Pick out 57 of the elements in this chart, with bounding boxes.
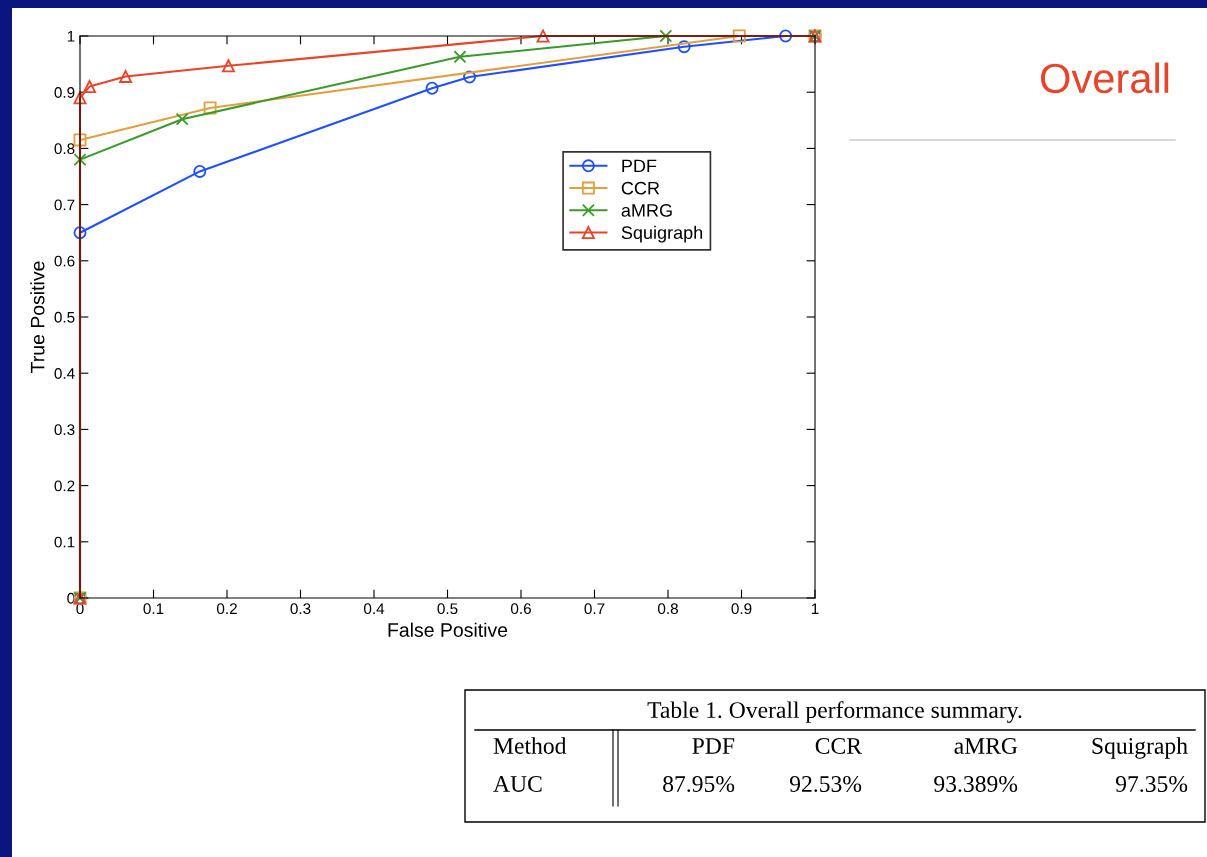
text: aMRG: [954, 738, 1018, 754]
point: [425, 81, 439, 95]
text: PDF: [692, 738, 735, 754]
caption: Table 1. Overall performance summary.: [647, 701, 1022, 723]
text: CCR: [815, 738, 862, 754]
x-tick-label: 0.1: [143, 603, 164, 615]
y-tick-label: 0.7: [54, 199, 75, 211]
point: [73, 133, 87, 147]
text: 92.53%: [789, 775, 862, 793]
point: [677, 40, 691, 54]
x-tick-label: 0.8: [657, 603, 678, 615]
legend-label: aMRG: [621, 204, 672, 217]
point: [536, 29, 550, 43]
legend-label: PDF: [622, 159, 657, 173]
y-tick-label: 1: [67, 31, 75, 42]
y-axis-title: True Positive: [30, 261, 45, 373]
y-tick-label: 0.2: [54, 480, 75, 492]
point: [73, 226, 87, 240]
x-axis-title: False Positive: [388, 622, 508, 637]
x-tick-label: 0.3: [290, 603, 311, 615]
text: 87.95%: [663, 775, 735, 793]
text: 97.35%: [1115, 775, 1188, 793]
point: [463, 70, 477, 84]
point: [73, 91, 87, 105]
y-tick-label: 0.3: [54, 424, 75, 436]
point: [119, 70, 133, 83]
x-tick-label: 0.4: [363, 603, 385, 615]
point: [659, 29, 673, 43]
y-tick-label: 0.5: [54, 311, 75, 323]
text: 93.389%: [934, 775, 1018, 793]
legend-label: Squigraph: [621, 225, 703, 243]
point: [193, 164, 207, 178]
x-tick-label: 0.6: [510, 603, 531, 615]
legend-label: CCR: [621, 181, 660, 195]
point: [73, 153, 87, 167]
point: [453, 50, 467, 64]
y-tick-label: 0.4: [54, 368, 75, 379]
point: [175, 112, 189, 126]
text: Method: [493, 737, 567, 754]
text: AUC: [493, 776, 542, 792]
point: [83, 80, 97, 94]
point: [222, 59, 235, 73]
y-tick-label: 0.6: [54, 255, 75, 267]
x-tick-label: 0.7: [584, 603, 605, 615]
x-tick-label: 0.2: [216, 603, 237, 615]
y-tick-label: 0.8: [54, 143, 75, 155]
y-tick-label: 0.9: [54, 87, 75, 98]
x-tick-label: 1: [811, 603, 819, 614]
y-tick-label: 0.1: [54, 536, 75, 548]
text: Squigraph: [1092, 737, 1188, 759]
point: [779, 29, 793, 43]
point: [203, 101, 217, 115]
x-tick-label: 0.5: [437, 603, 458, 615]
text: Overall: [1040, 62, 1169, 94]
x-tick-label: 0.9: [731, 603, 752, 615]
point: [732, 29, 746, 43]
y-tick-label: 0: [67, 592, 75, 604]
